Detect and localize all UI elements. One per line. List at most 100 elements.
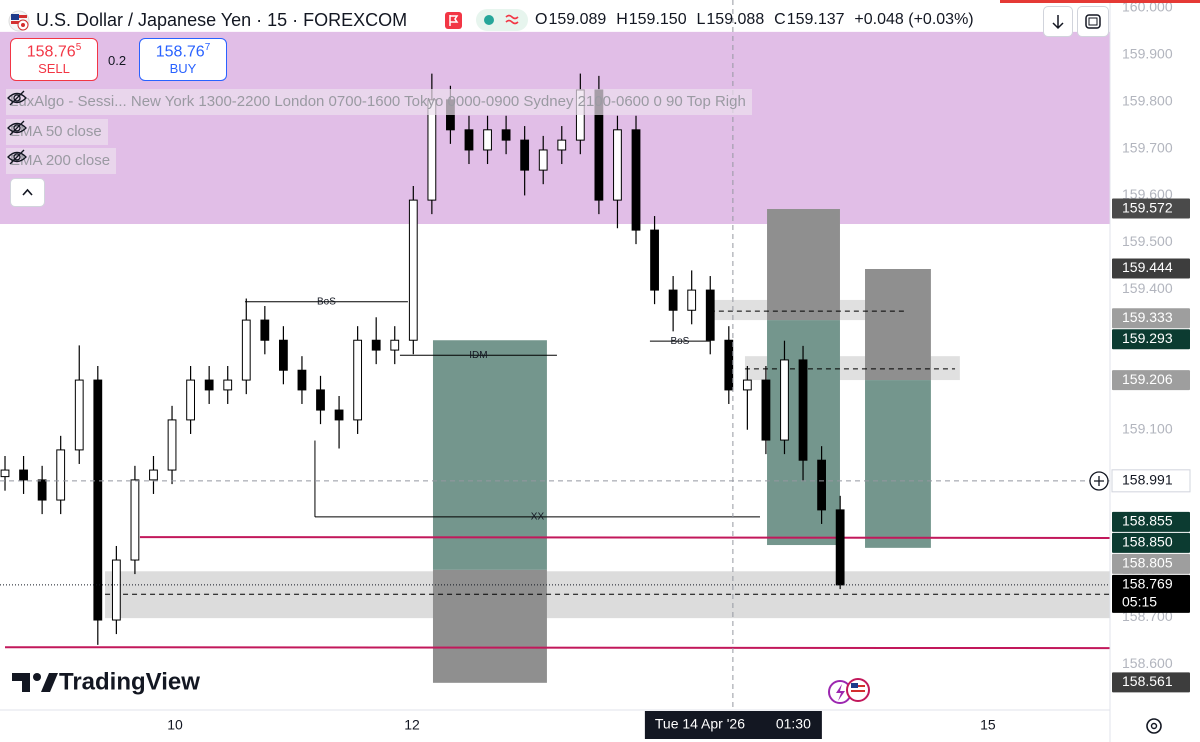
candle-body	[613, 129, 622, 201]
price-label-bg	[1112, 329, 1190, 350]
x-tick-label: 10	[167, 717, 183, 733]
candle-body	[316, 389, 325, 411]
y-tick-label: 159.600	[1122, 186, 1173, 202]
arrow-down	[1052, 15, 1064, 30]
time-axis	[0, 710, 1110, 742]
candle-body	[130, 479, 140, 561]
indicator-name: EMA 50 close	[10, 123, 102, 140]
zone	[105, 571, 1111, 619]
flag-glyph	[449, 15, 459, 26]
hidden-icon[interactable]	[6, 89, 28, 107]
structure-label: XX	[531, 512, 545, 523]
crosshair-date: Tue 14 Apr '26	[655, 716, 745, 732]
y-tick-label: 159.700	[1122, 139, 1173, 155]
scroll-button[interactable]	[1043, 6, 1073, 37]
structure-label: BoS	[317, 296, 336, 307]
candle-body	[483, 129, 492, 151]
candle-body	[74, 379, 84, 451]
fullscreen-button[interactable]	[1077, 6, 1109, 37]
candle-body	[297, 369, 307, 391]
buy-price: 158.76	[155, 43, 205, 61]
logo-mark	[12, 673, 30, 692]
indicator-row[interactable]: EMA 200 close	[6, 148, 117, 174]
candle-body	[557, 139, 567, 151]
price-label: 158.855	[1122, 513, 1173, 529]
alert-badge[interactable]	[445, 12, 462, 29]
candle-body	[241, 319, 251, 381]
candle-body	[0, 469, 10, 478]
candle-body	[687, 289, 697, 311]
ohlc-key: C	[774, 11, 786, 28]
indicator-name: LuxAlgo - Sessi... New York 1300-2200 Lo…	[10, 93, 746, 110]
y-tick-label: 158.600	[1122, 655, 1173, 671]
spread: 0.2	[108, 53, 127, 68]
candle-body	[761, 379, 771, 441]
candle-body	[260, 319, 270, 341]
candle-body	[390, 339, 400, 351]
price-label: 158.850	[1122, 534, 1173, 550]
candle-body	[56, 449, 66, 501]
y-tick-label: 159.100	[1122, 420, 1173, 436]
price-label-bg	[1112, 308, 1190, 329]
candle-body	[835, 509, 845, 586]
settings-button[interactable]	[1146, 718, 1162, 734]
logo-mark	[33, 673, 41, 681]
candle-body	[223, 379, 233, 391]
crosshair-price: 158.991	[1122, 472, 1173, 488]
ohlc-key: H	[616, 11, 628, 28]
symbol-title[interactable]: U.S. Dollar / Japanese Yen · 15 · FOREXC…	[36, 10, 408, 30]
price-label-bg	[1112, 511, 1190, 532]
candle-body	[334, 409, 344, 421]
market-status[interactable]	[476, 9, 528, 31]
price-label-bg	[1112, 370, 1190, 391]
indicator-row[interactable]: LuxAlgo - Sessi... New York 1300-2200 Lo…	[6, 89, 752, 115]
hidden-icon[interactable]	[6, 119, 28, 137]
x-tick-label: 12	[404, 717, 420, 733]
candle-body	[37, 479, 47, 501]
candle-body	[93, 379, 103, 621]
price-label: 159.333	[1122, 309, 1173, 325]
crosshair-time: 01:30	[776, 716, 811, 732]
candle-body	[408, 199, 418, 341]
collapse-button[interactable]	[10, 178, 45, 207]
sell-button[interactable]: 158.765 SELL	[10, 38, 98, 81]
ohlc-key: L	[696, 11, 706, 28]
hidden-icon[interactable]	[6, 148, 28, 166]
candle-body	[742, 379, 752, 391]
price-label-bg	[1112, 258, 1190, 279]
price-label-bg	[1112, 574, 1190, 613]
buy-pip: 7	[204, 42, 211, 53]
candle-body	[705, 289, 715, 341]
flag	[8, 10, 30, 32]
price-label: 159.572	[1122, 199, 1173, 215]
price-label: 159.293	[1122, 330, 1173, 346]
ohlc-value: 159.137	[786, 11, 845, 28]
y-tick-label: 159.400	[1122, 280, 1173, 296]
price-label-bg	[1112, 672, 1190, 693]
fullscreen-glyph	[1085, 14, 1101, 29]
candle-body	[668, 289, 678, 311]
change: +0.048 (+0.03%)	[854, 11, 974, 28]
event-icon	[836, 684, 845, 701]
candle-body	[371, 339, 381, 351]
zone	[432, 340, 547, 570]
indicator-row[interactable]: EMA 50 close	[6, 119, 108, 145]
crosshair-price-bg	[1111, 469, 1191, 493]
structure-label: BoS	[670, 336, 689, 347]
y-tick-label: 159.800	[1122, 92, 1173, 108]
candle-body	[631, 129, 641, 231]
price-label: 159.444	[1122, 259, 1173, 275]
buy-button[interactable]: 158.767 BUY	[139, 38, 227, 81]
candle-body	[780, 359, 789, 441]
indicator-name: EMA 200 close	[10, 152, 111, 169]
candle-body	[204, 379, 214, 391]
candle-body	[650, 229, 659, 291]
candle-body	[149, 469, 158, 481]
price-label: 158.805	[1122, 555, 1173, 571]
y-tick-label: 159.900	[1122, 46, 1173, 62]
drawing-line	[5, 646, 1111, 650]
brand: TradingView	[59, 668, 200, 695]
x-tick-label: 15	[980, 717, 996, 733]
